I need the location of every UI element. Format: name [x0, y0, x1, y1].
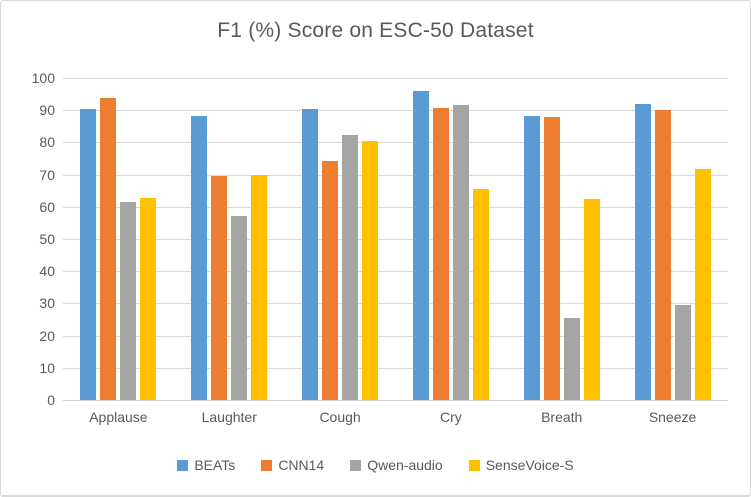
gridline-100	[63, 78, 728, 79]
bar-sensevoice-s-breath	[583, 199, 600, 400]
legend-item-sensevoice-s: SenseVoice-S	[468, 457, 574, 473]
y-tick-label-90: 90	[39, 102, 55, 119]
bar-sensevoice-s-applause	[140, 197, 157, 400]
x-label-sneeze: Sneeze	[648, 409, 697, 425]
legend-label: CNN14	[278, 457, 325, 473]
bar-cnn14-cough	[322, 161, 339, 400]
chart-title: F1 (%) Score on ESC-50 Dataset	[217, 19, 534, 42]
legend-item-beats: BEATs	[177, 457, 235, 473]
bar-beats-laughter	[191, 115, 208, 400]
legend-swatch-icon	[350, 459, 362, 471]
bar-group-sneeze	[617, 78, 728, 400]
gridline-20	[63, 335, 728, 337]
bar-cnn14-laughter	[211, 176, 228, 400]
x-label-breath: Breath	[541, 409, 583, 425]
bar-beats-cough	[302, 108, 319, 400]
bar-qwen-audio-applause	[120, 202, 137, 400]
y-tick-label-10: 10	[39, 359, 55, 376]
bar-beats-cry	[412, 91, 429, 400]
bar-beats-applause	[80, 108, 97, 400]
gridline-90	[63, 110, 728, 112]
legend-label: Qwen-audio	[367, 457, 443, 473]
bar-qwen-audio-sneeze	[674, 304, 691, 400]
gridline-30	[63, 303, 728, 305]
bar-groups	[63, 78, 728, 400]
y-tick-label-20: 20	[39, 327, 55, 344]
gridline-80	[63, 142, 728, 144]
bar-sensevoice-s-sneeze	[694, 169, 711, 400]
legend-item-cnn14: CNN14	[261, 457, 324, 473]
legend-swatch-icon	[177, 459, 189, 471]
bar-qwen-audio-cough	[342, 134, 359, 400]
bar-qwen-audio-laughter	[231, 216, 248, 400]
y-tick-label-50: 50	[39, 231, 55, 247]
bar-sensevoice-s-cough	[362, 141, 379, 400]
gridline-70	[63, 174, 728, 176]
legend-label: SenseVoice-S	[485, 457, 574, 473]
bar-group-applause	[63, 78, 174, 400]
bar-group-cough	[285, 78, 396, 400]
gridline-0	[63, 400, 728, 401]
gridline-10	[63, 367, 728, 369]
bar-beats-sneeze	[634, 104, 651, 400]
x-label-laughter: Laughter	[201, 409, 257, 425]
bar-sensevoice-s-cry	[472, 189, 489, 400]
bar-qwen-audio-cry	[452, 105, 469, 400]
legend-label: BEATs	[194, 457, 236, 473]
bar-cnn14-applause	[100, 97, 117, 400]
bar-group-cry	[395, 78, 506, 400]
y-tick-label-30: 30	[39, 295, 55, 312]
x-axis: Applause Laughter Cough Cry Breath Sneeze	[63, 409, 728, 425]
gridline-60	[63, 206, 728, 208]
x-label-cry: Cry	[440, 409, 462, 425]
bar-qwen-audio-breath	[563, 317, 580, 400]
y-tick-label-40: 40	[39, 263, 55, 280]
x-label-cough: Cough	[319, 409, 361, 425]
y-tick-label-100: 100	[31, 70, 55, 86]
bar-sensevoice-s-laughter	[251, 175, 268, 400]
y-tick-label-0: 0	[47, 392, 55, 408]
y-tick-label-70: 70	[39, 166, 55, 183]
bar-group-breath	[506, 78, 617, 400]
bar-cnn14-cry	[432, 107, 449, 400]
legend: BEATs CNN14 Qwen-audio SenseVoice-S	[1, 457, 750, 473]
bar-cnn14-breath	[543, 117, 560, 400]
bar-beats-breath	[523, 116, 540, 400]
legend-item-qwen-audio: Qwen-audio	[350, 457, 443, 473]
x-label-applause: Applause	[89, 409, 148, 425]
plot-area	[63, 78, 728, 401]
bar-cnn14-sneeze	[654, 109, 671, 400]
legend-swatch-icon	[468, 459, 480, 471]
y-tick-label-80: 80	[39, 134, 55, 151]
legend-swatch-icon	[261, 459, 273, 471]
y-tick-label-60: 60	[39, 198, 55, 215]
bar-group-laughter	[174, 78, 285, 400]
gridline-40	[63, 271, 728, 273]
gridline-50	[63, 239, 728, 240]
